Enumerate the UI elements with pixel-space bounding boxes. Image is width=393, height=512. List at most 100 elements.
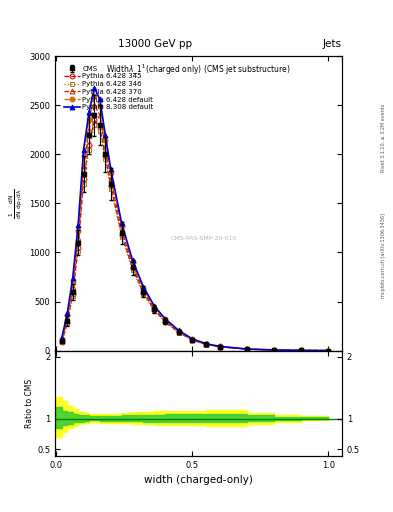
Pythia 8.308 default bbox=[59, 335, 64, 341]
Pythia 8.308 default bbox=[108, 166, 113, 172]
Line: Pythia 6.428 default: Pythia 6.428 default bbox=[59, 93, 331, 353]
Pythia 8.308 default bbox=[176, 327, 181, 333]
Legend: CMS, Pythia 6.428 345, Pythia 6.428 346, Pythia 6.428 370, Pythia 6.428 default,: CMS, Pythia 6.428 345, Pythia 6.428 346,… bbox=[64, 66, 153, 111]
Pythia 8.308 default bbox=[92, 84, 97, 91]
Pythia 6.428 345 bbox=[70, 291, 75, 297]
Pythia 6.428 346 bbox=[190, 337, 195, 344]
Text: Width$\lambda\_1^1$(charged only) (CMS jet substructure): Width$\lambda\_1^1$(charged only) (CMS j… bbox=[106, 62, 291, 77]
Pythia 6.428 370 bbox=[76, 234, 81, 241]
Pythia 6.428 370 bbox=[103, 143, 108, 150]
Pythia 8.308 default bbox=[152, 303, 157, 309]
Pythia 6.428 370 bbox=[204, 341, 208, 347]
Pythia 6.428 default bbox=[141, 285, 146, 291]
Pythia 6.428 370 bbox=[86, 127, 91, 133]
Pythia 8.308 default bbox=[217, 343, 222, 349]
Pythia 6.428 370 bbox=[244, 346, 249, 352]
Pythia 6.428 default bbox=[152, 304, 157, 310]
Pythia 6.428 346 bbox=[326, 348, 331, 354]
Pythia 8.308 default bbox=[103, 132, 108, 138]
Pythia 6.428 345 bbox=[130, 265, 135, 271]
Line: Pythia 6.428 345: Pythia 6.428 345 bbox=[59, 118, 331, 353]
Pythia 8.308 default bbox=[65, 310, 70, 316]
Pythia 8.308 default bbox=[130, 257, 135, 263]
Text: 13000 GeV pp: 13000 GeV pp bbox=[118, 38, 193, 49]
Pythia 6.428 345 bbox=[65, 320, 70, 326]
Pythia 6.428 default bbox=[59, 336, 64, 342]
Pythia 6.428 345 bbox=[92, 117, 97, 123]
Text: mcplots.cern.ch [arXiv:1306.3436]: mcplots.cern.ch [arXiv:1306.3436] bbox=[381, 214, 386, 298]
Pythia 8.308 default bbox=[70, 275, 75, 281]
Pythia 6.428 370 bbox=[299, 347, 303, 353]
Pythia 6.428 346 bbox=[97, 128, 102, 134]
Pythia 8.308 default bbox=[190, 336, 195, 342]
Y-axis label: $\mathrm{\frac{1}{dN}\,\frac{dN}{dp_T\,d\lambda}}$: $\mathrm{\frac{1}{dN}\,\frac{dN}{dp_T\,d… bbox=[8, 188, 25, 219]
Pythia 6.428 345 bbox=[152, 307, 157, 313]
Pythia 6.428 346 bbox=[141, 291, 146, 297]
Pythia 6.428 345 bbox=[108, 183, 113, 189]
Y-axis label: Ratio to CMS: Ratio to CMS bbox=[25, 378, 34, 428]
Text: Jets: Jets bbox=[323, 38, 342, 49]
Pythia 6.428 default bbox=[70, 279, 75, 285]
Text: CMS-PAS-SMP-20-010: CMS-PAS-SMP-20-010 bbox=[171, 236, 237, 241]
Pythia 6.428 370 bbox=[152, 305, 157, 311]
Pythia 6.428 default bbox=[299, 347, 303, 353]
Pythia 6.428 345 bbox=[97, 124, 102, 130]
Pythia 6.428 345 bbox=[272, 347, 276, 353]
Pythia 6.428 default bbox=[204, 341, 208, 347]
Pythia 6.428 default bbox=[130, 259, 135, 265]
Pythia 6.428 346 bbox=[76, 247, 81, 253]
Pythia 6.428 370 bbox=[141, 287, 146, 293]
Pythia 8.308 default bbox=[272, 347, 276, 353]
Pythia 8.308 default bbox=[204, 340, 208, 347]
Pythia 8.308 default bbox=[326, 348, 331, 354]
Pythia 6.428 default bbox=[326, 348, 331, 354]
Pythia 6.428 345 bbox=[244, 346, 249, 352]
Pythia 6.428 370 bbox=[326, 348, 331, 354]
Pythia 6.428 346 bbox=[244, 346, 249, 352]
Pythia 6.428 346 bbox=[217, 344, 222, 350]
Pythia 8.308 default bbox=[119, 220, 124, 226]
Pythia 6.428 346 bbox=[272, 347, 276, 353]
Pythia 6.428 345 bbox=[86, 141, 91, 147]
Pythia 8.308 default bbox=[81, 146, 86, 153]
Pythia 6.428 346 bbox=[70, 292, 75, 298]
Pythia 6.428 370 bbox=[97, 112, 102, 118]
Pythia 6.428 345 bbox=[141, 290, 146, 296]
Pythia 6.428 default bbox=[190, 336, 195, 343]
Pythia 6.428 default bbox=[217, 344, 222, 350]
Pythia 6.428 346 bbox=[130, 267, 135, 273]
Pythia 6.428 346 bbox=[204, 342, 208, 348]
Pythia 6.428 346 bbox=[59, 339, 64, 345]
Pythia 6.428 346 bbox=[119, 234, 124, 240]
Pythia 6.428 default bbox=[119, 223, 124, 229]
Pythia 6.428 default bbox=[176, 328, 181, 334]
Pythia 6.428 346 bbox=[65, 321, 70, 327]
Pythia 6.428 default bbox=[97, 103, 102, 110]
Pythia 6.428 370 bbox=[65, 315, 70, 322]
Pythia 6.428 345 bbox=[176, 329, 181, 335]
Pythia 6.428 370 bbox=[176, 329, 181, 335]
Pythia 8.308 default bbox=[86, 109, 91, 115]
Pythia 6.428 346 bbox=[176, 330, 181, 336]
Pythia 8.308 default bbox=[163, 315, 167, 322]
Pythia 6.428 346 bbox=[163, 319, 167, 326]
Pythia 6.428 345 bbox=[103, 153, 108, 159]
Pythia 6.428 345 bbox=[119, 232, 124, 238]
Pythia 6.428 370 bbox=[163, 317, 167, 324]
Line: Pythia 8.308 default: Pythia 8.308 default bbox=[59, 86, 331, 353]
Line: Pythia 6.428 346: Pythia 6.428 346 bbox=[59, 122, 331, 353]
Pythia 6.428 370 bbox=[70, 284, 75, 290]
Pythia 6.428 370 bbox=[190, 336, 195, 343]
Pythia 6.428 370 bbox=[59, 337, 64, 343]
Pythia 6.428 346 bbox=[152, 308, 157, 314]
Line: Pythia 6.428 370: Pythia 6.428 370 bbox=[59, 103, 331, 353]
Pythia 6.428 default bbox=[108, 170, 113, 176]
Pythia 6.428 default bbox=[92, 93, 97, 99]
Pythia 6.428 345 bbox=[326, 348, 331, 354]
X-axis label: width (charged-only): width (charged-only) bbox=[144, 475, 253, 485]
Pythia 6.428 345 bbox=[190, 337, 195, 343]
Pythia 6.428 346 bbox=[103, 156, 108, 162]
Pythia 6.428 345 bbox=[217, 344, 222, 350]
Pythia 6.428 370 bbox=[272, 347, 276, 353]
Pythia 6.428 346 bbox=[108, 186, 113, 192]
